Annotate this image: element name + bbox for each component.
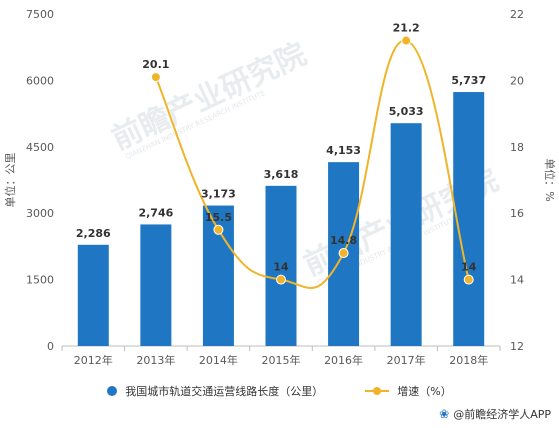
bar-value-label: 3,173 [201, 188, 236, 201]
legend-line-icon [365, 387, 390, 395]
y-right-tick-label: 16 [510, 207, 524, 220]
y-left-axis-title: 单位：公里 [3, 153, 17, 208]
bar-value-label: 5,737 [451, 74, 486, 87]
line-value-label: 14 [273, 261, 289, 274]
line-point [276, 274, 286, 285]
watermark-text: 前瞻产业研究院 [107, 37, 312, 157]
line-value-label: 21.2 [393, 22, 420, 35]
line-point [213, 224, 224, 235]
legend: 我国城市轨道交通运营线路长度（公里） 增速（%） [0, 380, 559, 402]
data-labels: 2,286 2,746 3,173 3,618 4,153 5,033 5,737 20.1 1… [76, 22, 486, 274]
bar-value-label: 2,746 [138, 206, 173, 219]
y-right-tick-label: 20 [510, 74, 524, 87]
y-left-tick-label: 3000 [26, 207, 54, 220]
y-right-tick-label: 22 [510, 8, 524, 21]
line-series [150, 35, 474, 289]
line-value-label: 15.5 [205, 211, 232, 224]
line-point [150, 72, 161, 83]
legend-dot-icon [107, 386, 118, 396]
bar [140, 224, 172, 346]
x-tick-label: 2018年 [449, 353, 488, 367]
y-left-tick-label: 1500 [26, 274, 54, 287]
y-right-tick-label: 12 [510, 340, 524, 353]
x-tick-label: 2013年 [136, 353, 175, 367]
line-value-label: 20.1 [142, 58, 169, 71]
legend-label-line: 增速（%） [397, 385, 452, 398]
bar-value-label: 3,618 [264, 168, 299, 181]
x-tick-label: 2016年 [324, 353, 363, 367]
bar [453, 92, 485, 346]
bar [77, 244, 109, 346]
source-credit: ❀ @前瞻经济学人APP [439, 405, 551, 423]
y-left-tick-label: 4500 [26, 141, 54, 154]
y-left-tick-label: 7500 [26, 8, 54, 21]
legend-label-bars: 我国城市轨道交通运营线路长度（公里） [125, 385, 324, 398]
growth-line [154, 39, 470, 289]
x-tick-label: 2014年 [199, 353, 238, 367]
paw-icon: ❀ [439, 407, 450, 421]
x-tick-label: 2012年 [74, 353, 113, 367]
y-left-tick-label: 6000 [26, 74, 54, 87]
source-text: @前瞻经济学人APP [453, 408, 551, 421]
x-tick-label: 2015年 [262, 353, 301, 367]
bar [390, 123, 422, 346]
bar-value-label: 5,033 [389, 105, 424, 118]
bar-value-label: 2,286 [76, 227, 111, 240]
line-point [338, 248, 349, 259]
line-point [401, 35, 412, 46]
y-right-tick-label: 14 [510, 274, 524, 287]
line-value-label: 14 [461, 261, 477, 274]
y-right-tick-label: 18 [510, 141, 524, 154]
y-left-tick-label: 0 [47, 340, 54, 353]
legend-item-line: 增速（%） [365, 383, 452, 399]
x-tick-label: 2017年 [387, 353, 426, 367]
bar [265, 185, 297, 346]
line-point [463, 274, 474, 285]
bar-value-label: 4,153 [326, 144, 361, 157]
line-value-label: 14.8 [330, 234, 357, 247]
legend-item-bars: 我国城市轨道交通运营线路长度（公里） [107, 383, 323, 399]
y-right-axis-title: 单位：% [543, 158, 557, 201]
